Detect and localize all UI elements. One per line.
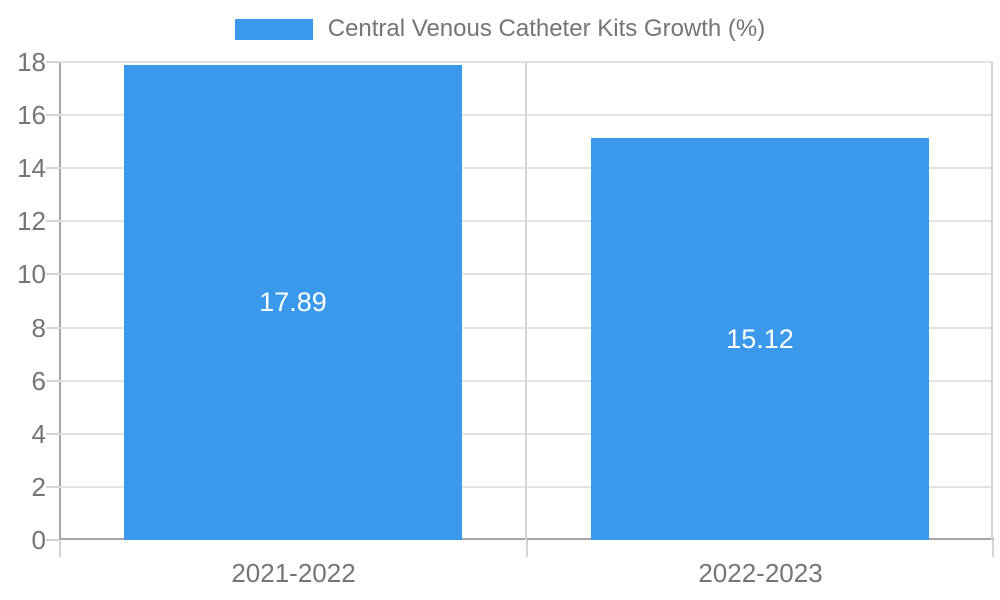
y-tick-label: 4 (31, 418, 46, 449)
y-tick-label: 6 (31, 365, 46, 396)
x-tick-mark (526, 540, 528, 557)
y-tick-label: 8 (31, 312, 46, 343)
y-tick-mark (46, 167, 60, 170)
bar-value-label: 15.12 (726, 323, 794, 354)
y-axis-line (59, 62, 61, 540)
y-tick-mark (46, 220, 60, 223)
y-tick-mark (46, 114, 60, 117)
plot-area: 17.89 15.12 (60, 61, 993, 540)
category-boundary-line (525, 62, 527, 540)
y-tick-label: 14 (17, 153, 46, 184)
x-axis-label: 2022-2023 (698, 558, 823, 588)
y-tick-mark (46, 61, 60, 63)
x-tick-mark (992, 540, 994, 557)
legend-swatch (234, 18, 313, 40)
bar-value-label: 17.89 (259, 287, 327, 317)
y-tick-mark (46, 379, 60, 382)
y-tick-label: 0 (31, 525, 46, 555)
bar: 15.12 (591, 138, 929, 540)
bar: 17.89 (124, 65, 462, 540)
y-tick-label: 16 (17, 100, 46, 131)
legend-label: Central Venous Catheter Kits Growth (%) (327, 15, 766, 42)
category-boundary-line (991, 62, 993, 540)
y-tick-label: 12 (17, 206, 46, 237)
y-tick-mark (46, 273, 60, 276)
y-tick-label: 18 (17, 47, 46, 77)
y-tick-label: 2 (31, 471, 46, 502)
y-tick-label: 10 (17, 259, 46, 290)
y-tick-mark (46, 539, 60, 541)
legend-item[interactable]: Central Venous Catheter Kits Growth (%) (234, 15, 766, 43)
legend: Central Venous Catheter Kits Growth (%) (0, 15, 1000, 43)
y-tick-mark (46, 432, 60, 435)
x-tick-mark (59, 540, 61, 557)
x-axis-label: 2021-2022 (231, 558, 356, 588)
y-tick-mark (46, 326, 60, 329)
y-tick-mark (46, 485, 60, 488)
